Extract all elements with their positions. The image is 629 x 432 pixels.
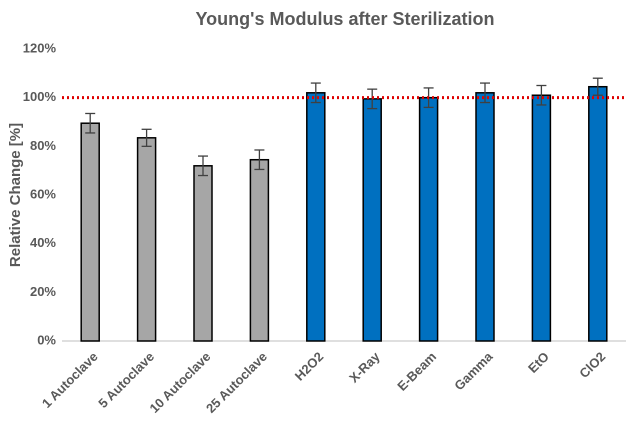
- x-tick-label: 25 Autoclave: [203, 349, 270, 416]
- error-bar: [85, 112, 96, 134]
- x-tick-label: 1 Autoclave: [39, 349, 101, 411]
- error-bar: [592, 77, 603, 96]
- x-tick-label: Gamma: [451, 348, 496, 393]
- bar: [136, 137, 157, 342]
- bar: [475, 92, 495, 342]
- y-tick-label: 60%: [30, 186, 56, 201]
- error-bar: [536, 84, 547, 106]
- bar: [362, 98, 382, 342]
- error-bar: [141, 128, 152, 147]
- error-bar: [198, 155, 208, 177]
- x-tick-label: H2O2: [292, 349, 327, 384]
- y-tick-label: 20%: [30, 284, 56, 299]
- y-axis-label: Relative Change [%]: [7, 123, 24, 267]
- x-tick-label: 5 Autoclave: [95, 349, 157, 411]
- y-tick-label: 100%: [23, 89, 57, 104]
- y-tick-label: 40%: [30, 235, 56, 250]
- bar: [80, 122, 100, 342]
- x-tick-label: E-Beam: [394, 349, 439, 394]
- y-tick-label: 0%: [37, 332, 56, 347]
- error-bar: [480, 82, 490, 104]
- error-bar: [310, 82, 321, 104]
- error-bar: [254, 149, 265, 171]
- bar: [193, 165, 213, 342]
- x-tick-label: ClO2: [576, 349, 608, 381]
- y-tick-label: 80%: [30, 138, 56, 153]
- chart-title: Young's Modulus after Sterilization: [196, 9, 495, 29]
- bar: [531, 94, 552, 342]
- y-tick-label: 120%: [23, 40, 57, 55]
- bar: [588, 85, 608, 342]
- x-tick-label: EtO: [525, 349, 552, 376]
- bar: [418, 96, 439, 342]
- bar: [306, 92, 326, 342]
- x-tick-label: X-Ray: [346, 348, 383, 385]
- bar: [249, 158, 270, 342]
